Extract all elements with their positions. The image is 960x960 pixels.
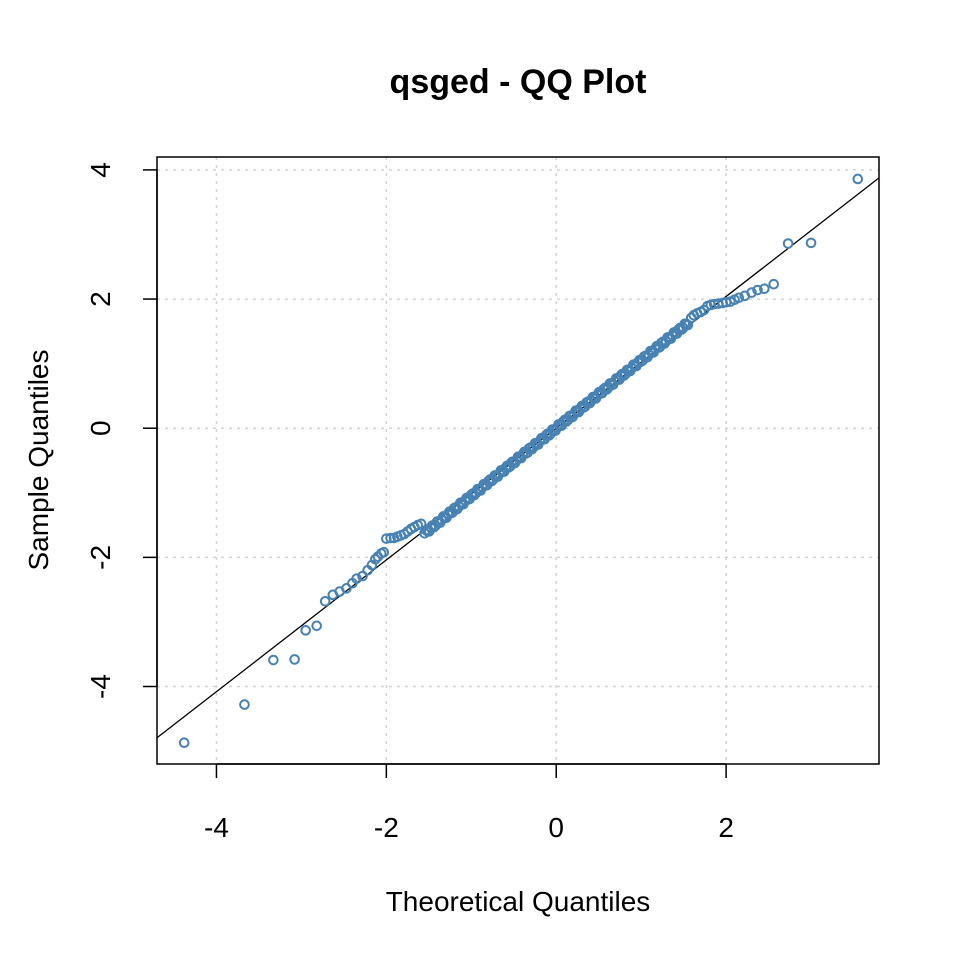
data-point-0 (178, 737, 190, 748)
chart-title: qsged - QQ Plot (390, 63, 647, 101)
data-point-1 (239, 699, 250, 710)
data-point-43 (733, 292, 745, 304)
data-point-11 (351, 573, 362, 584)
data-point-45 (746, 287, 757, 298)
data-point-50 (805, 237, 817, 249)
x-axis: -4 -2 0 2 (204, 763, 734, 843)
data-point-5 (311, 620, 322, 632)
data-point-9 (341, 583, 352, 594)
data-point-178 (615, 370, 627, 381)
y-tick-label-1: -2 (85, 545, 116, 570)
data-point-4 (300, 625, 311, 636)
y-tick-label-2: 0 (85, 420, 116, 436)
data-point-46 (752, 284, 763, 296)
y-tick-label-3: 2 (85, 291, 116, 307)
data-point-47 (759, 283, 770, 295)
x-tick-label-3: 2 (718, 812, 734, 843)
data-point-2 (268, 654, 279, 666)
data-points (178, 173, 864, 748)
data-point-29 (415, 518, 427, 530)
data-point-51 (852, 173, 864, 185)
data-point-15 (369, 553, 381, 565)
x-tick-label-2: 0 (548, 812, 564, 843)
data-point-6 (319, 595, 331, 607)
data-point-3 (289, 654, 300, 665)
data-point-221 (682, 319, 694, 331)
x-axis-label: Theoretical Quantiles (386, 886, 651, 917)
y-axis: -4 -2 0 2 4 (85, 162, 158, 699)
reference-line (156, 177, 880, 739)
y-axis-label: Sample Quantiles (23, 349, 54, 570)
data-point-20 (385, 532, 396, 544)
y-tick-label-4: 4 (85, 162, 116, 178)
data-point-49 (782, 238, 794, 249)
data-point-48 (768, 278, 779, 290)
x-tick-label-1: -2 (374, 812, 399, 843)
x-tick-label-0: -4 (204, 812, 229, 843)
grid-lines (157, 157, 879, 764)
y-tick-label-0: -4 (85, 674, 116, 699)
data-point-18 (378, 546, 390, 558)
data-point-12 (357, 570, 368, 582)
